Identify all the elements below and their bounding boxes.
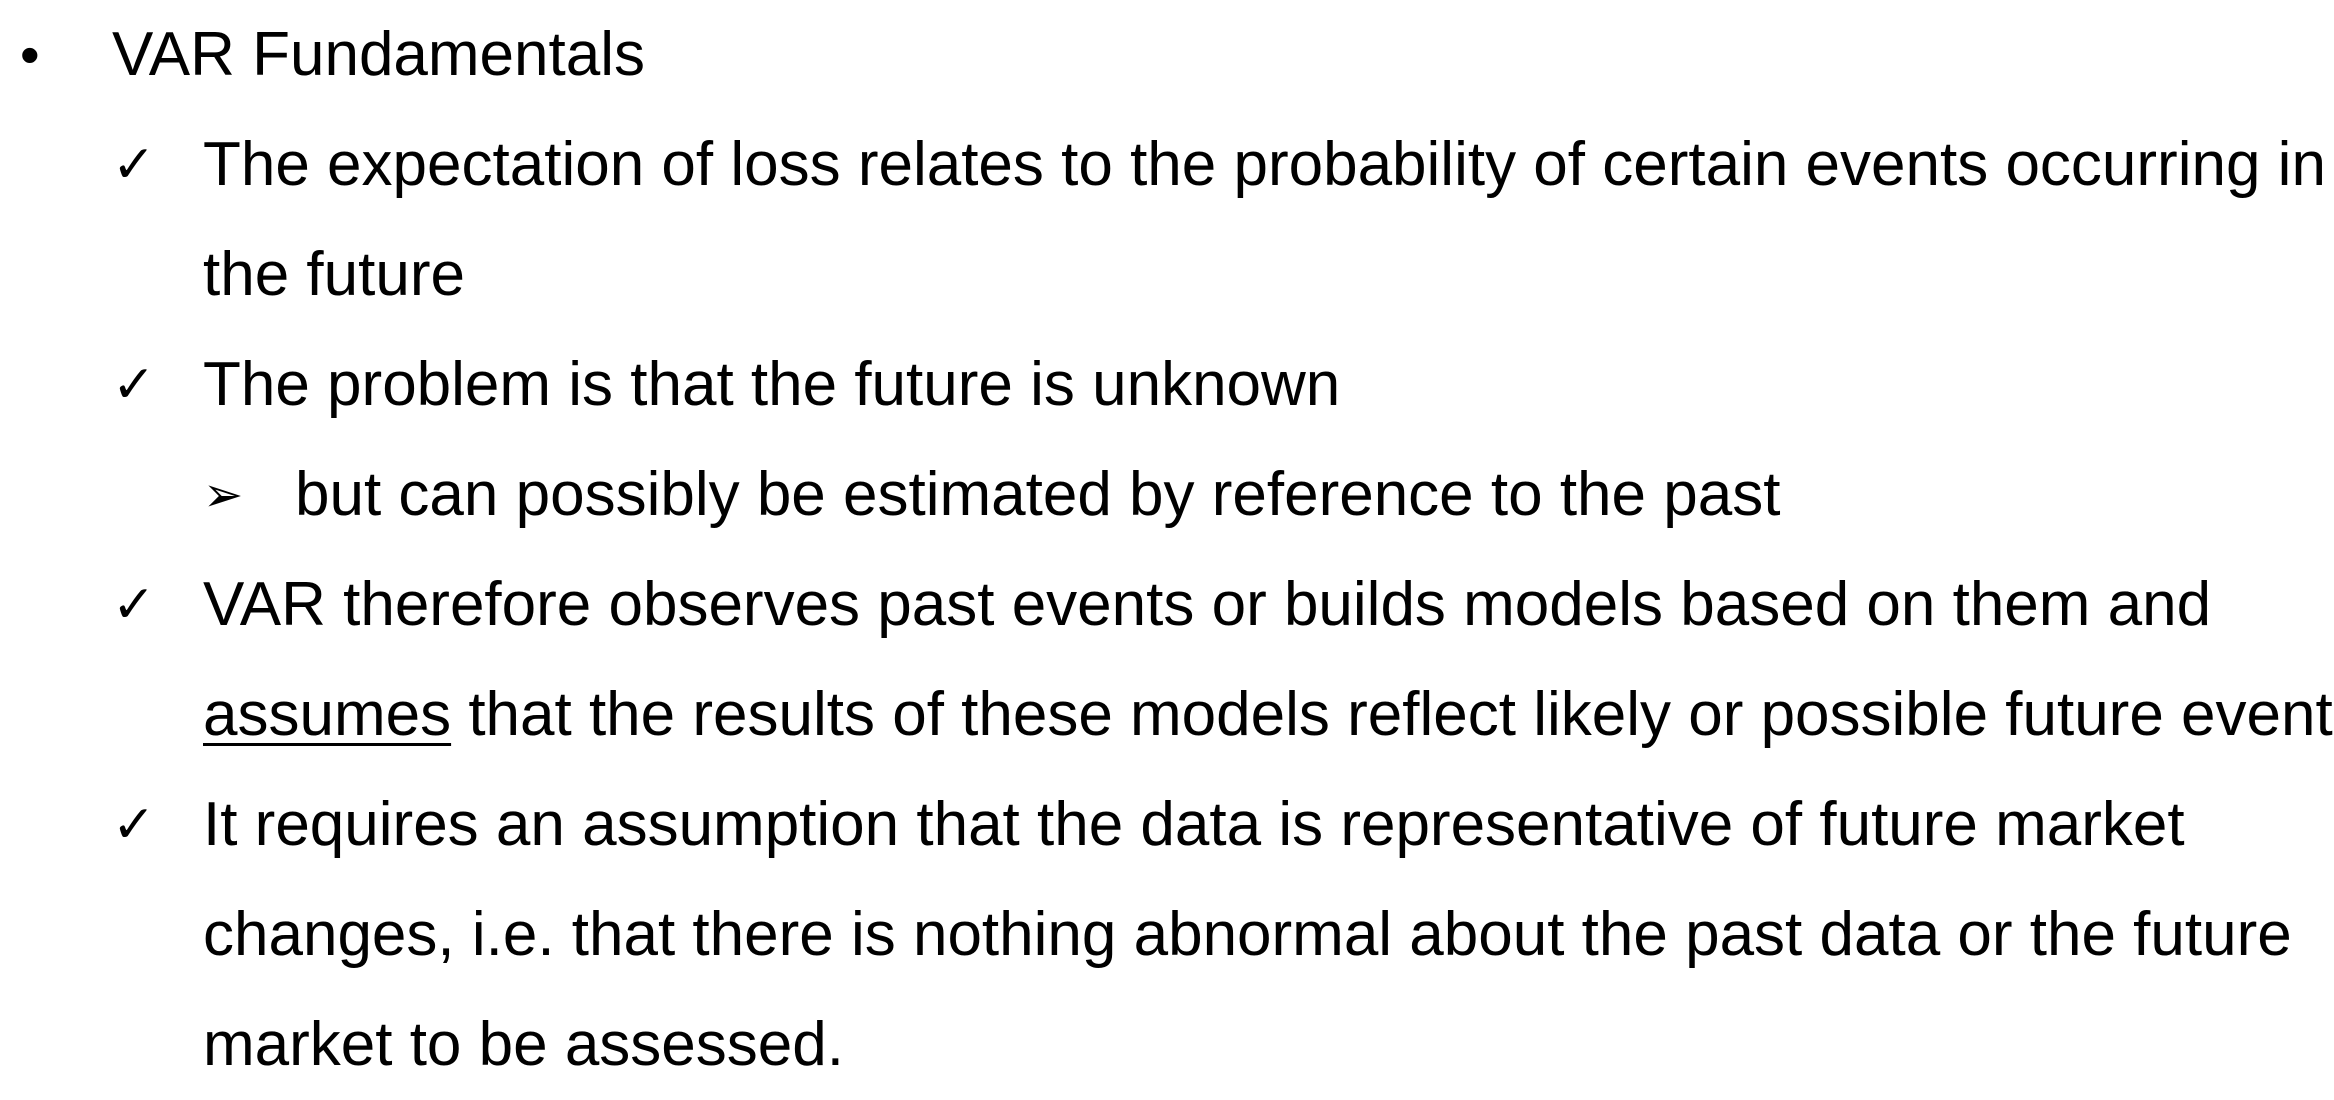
item-text-line: the future <box>203 240 465 309</box>
checkmark-icon: ✓ <box>112 795 156 855</box>
item-text-line: assumes that the results of these models… <box>203 660 2334 770</box>
heading-text: VAR Fundamentals <box>112 20 645 89</box>
arrowhead-icon: ➢ <box>203 467 244 523</box>
item-text-line: VAR therefore observes past events or bu… <box>203 570 2212 639</box>
item-text-line: changes, i.e. that there is nothing abno… <box>203 900 2292 969</box>
item-text-line: market to be assessed. <box>203 1010 844 1079</box>
item-text-line: It requires an assumption that the data … <box>203 790 2185 859</box>
bullet-icon: • <box>20 23 40 86</box>
checkmark-icon: ✓ <box>112 135 156 195</box>
item-text-line: The problem is that the future is unknow… <box>203 350 1341 419</box>
checkmark-icon: ✓ <box>112 575 156 635</box>
item-text-line: The expectation of loss relates to the p… <box>203 130 2326 199</box>
sub-item-text: but can possibly be estimated by referen… <box>295 460 1781 529</box>
underlined-word: assumes <box>203 680 452 749</box>
slide-content: • VAR Fundamentals ✓ The expectation of … <box>20 20 2334 1079</box>
checkmark-icon: ✓ <box>112 355 156 415</box>
item-text-rest: that the results of these models reflect… <box>451 680 2334 749</box>
